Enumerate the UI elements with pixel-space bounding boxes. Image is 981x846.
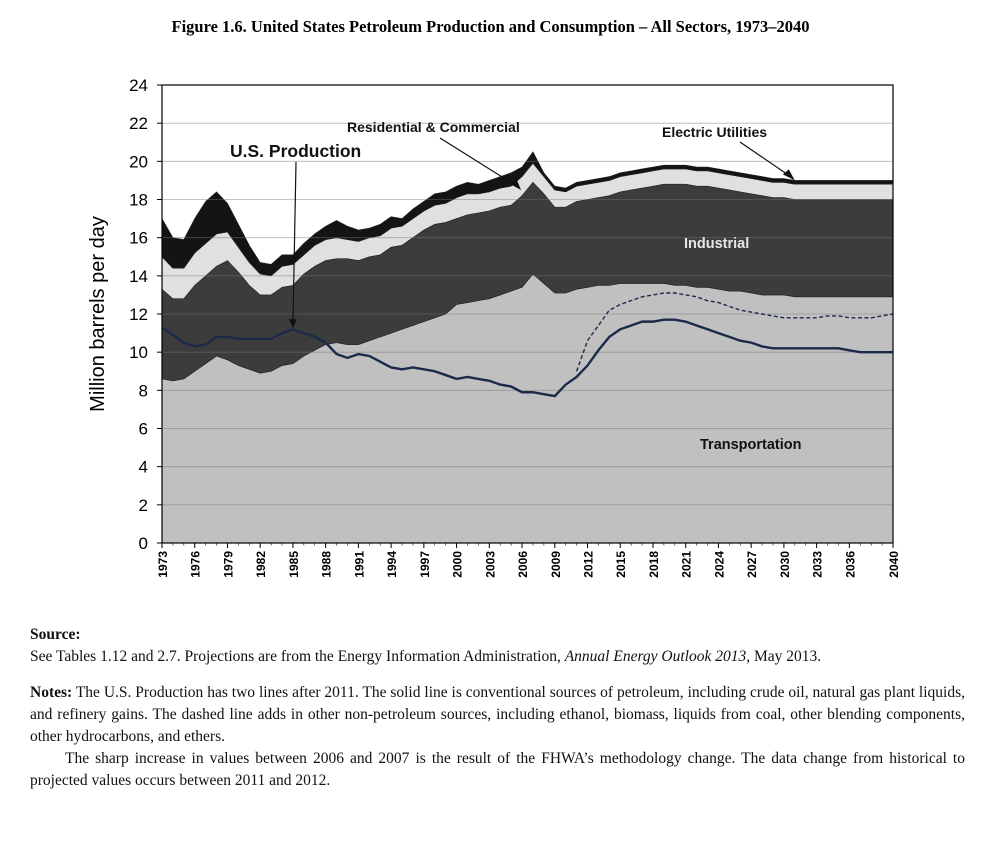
y-tick-label: 16	[129, 229, 148, 248]
y-tick-label: 18	[129, 191, 148, 210]
annotation-residential-commercial: Residential & Commercial	[347, 119, 520, 135]
x-tick-label: 2012	[582, 551, 596, 578]
annotation-us-production: U.S. Production	[230, 141, 361, 161]
notes-heading: Notes:	[30, 684, 73, 701]
arrowhead-icon	[782, 169, 795, 181]
x-tick-label: 1976	[189, 551, 203, 578]
y-tick-label: 24	[129, 76, 148, 95]
annotation-industrial: Industrial	[684, 236, 749, 252]
y-tick-label: 4	[139, 458, 148, 477]
annotation-electric-utilities: Electric Utilities	[662, 124, 767, 140]
x-tick-label: 1991	[352, 551, 366, 578]
x-tick-label: 2024	[712, 551, 726, 578]
figure-title: Figure 1.6. United States Petroleum Prod…	[171, 17, 810, 36]
arrowhead-icon	[288, 319, 297, 329]
x-tick-label: 2033	[811, 551, 825, 578]
x-tick-label: 1985	[287, 551, 301, 578]
annotation-transportation: Transportation	[700, 437, 802, 453]
y-tick-label: 20	[129, 152, 148, 171]
y-tick-label: 14	[129, 267, 148, 286]
x-tick-label: 2027	[745, 551, 759, 578]
y-tick-label: 8	[139, 381, 148, 400]
notes-text: The U.S. Production has two lines after …	[30, 684, 965, 745]
source-text: See Tables 1.12 and 2.7. Projections are…	[30, 646, 965, 668]
notes-paragraph-2: The sharp increase in values between 200…	[30, 750, 965, 789]
x-tick-label: 2030	[778, 551, 792, 578]
annotation-arrow-residential	[439, 137, 519, 188]
x-tick-label: 1988	[320, 551, 334, 578]
x-tick-label: 1979	[221, 551, 235, 578]
annotation-arrow-us-production	[292, 161, 297, 326]
x-tick-label: 2009	[549, 551, 563, 578]
notes-paragraph: Notes: The U.S. Production has two lines…	[30, 682, 965, 748]
production-line-solid	[161, 318, 893, 398]
y-tick-label: 10	[129, 343, 148, 362]
x-tick-label: 2015	[614, 551, 628, 578]
x-tick-label: 1994	[385, 551, 399, 578]
arrowhead-icon	[510, 177, 522, 190]
x-tick-label: 2018	[647, 551, 661, 578]
x-tick-label: 2040	[887, 551, 901, 578]
x-tick-label: 1982	[254, 551, 268, 578]
x-tick-label: 1973	[156, 551, 170, 578]
source-heading: Source:	[30, 626, 81, 643]
source-publication: Annual Energy Outlook 2013	[564, 648, 747, 665]
source-text-part1: See Tables 1.12 and 2.7. Projections are…	[30, 648, 565, 665]
y-tick-label: 12	[129, 305, 148, 324]
y-tick-label: 22	[129, 114, 148, 133]
y-tick-label: 0	[139, 534, 148, 553]
x-tick-label: 2036	[843, 551, 857, 578]
x-tick-label: 2021	[680, 551, 694, 578]
x-tick-label: 2006	[516, 551, 530, 578]
y-axis-title: Million barrels per day	[87, 216, 109, 412]
annotation-arrow-electric	[739, 141, 793, 178]
notes-section: Source: See Tables 1.12 and 2.7. Project…	[30, 624, 965, 792]
x-tick-label: 1997	[418, 551, 432, 578]
y-tick-label: 6	[139, 420, 148, 439]
y-tick-label: 2	[139, 496, 148, 515]
production-line-dashed	[575, 292, 894, 372]
x-tick-label: 2003	[483, 551, 497, 578]
source-text-part2: , May 2013.	[746, 648, 822, 665]
x-tick-label: 2000	[451, 551, 465, 578]
